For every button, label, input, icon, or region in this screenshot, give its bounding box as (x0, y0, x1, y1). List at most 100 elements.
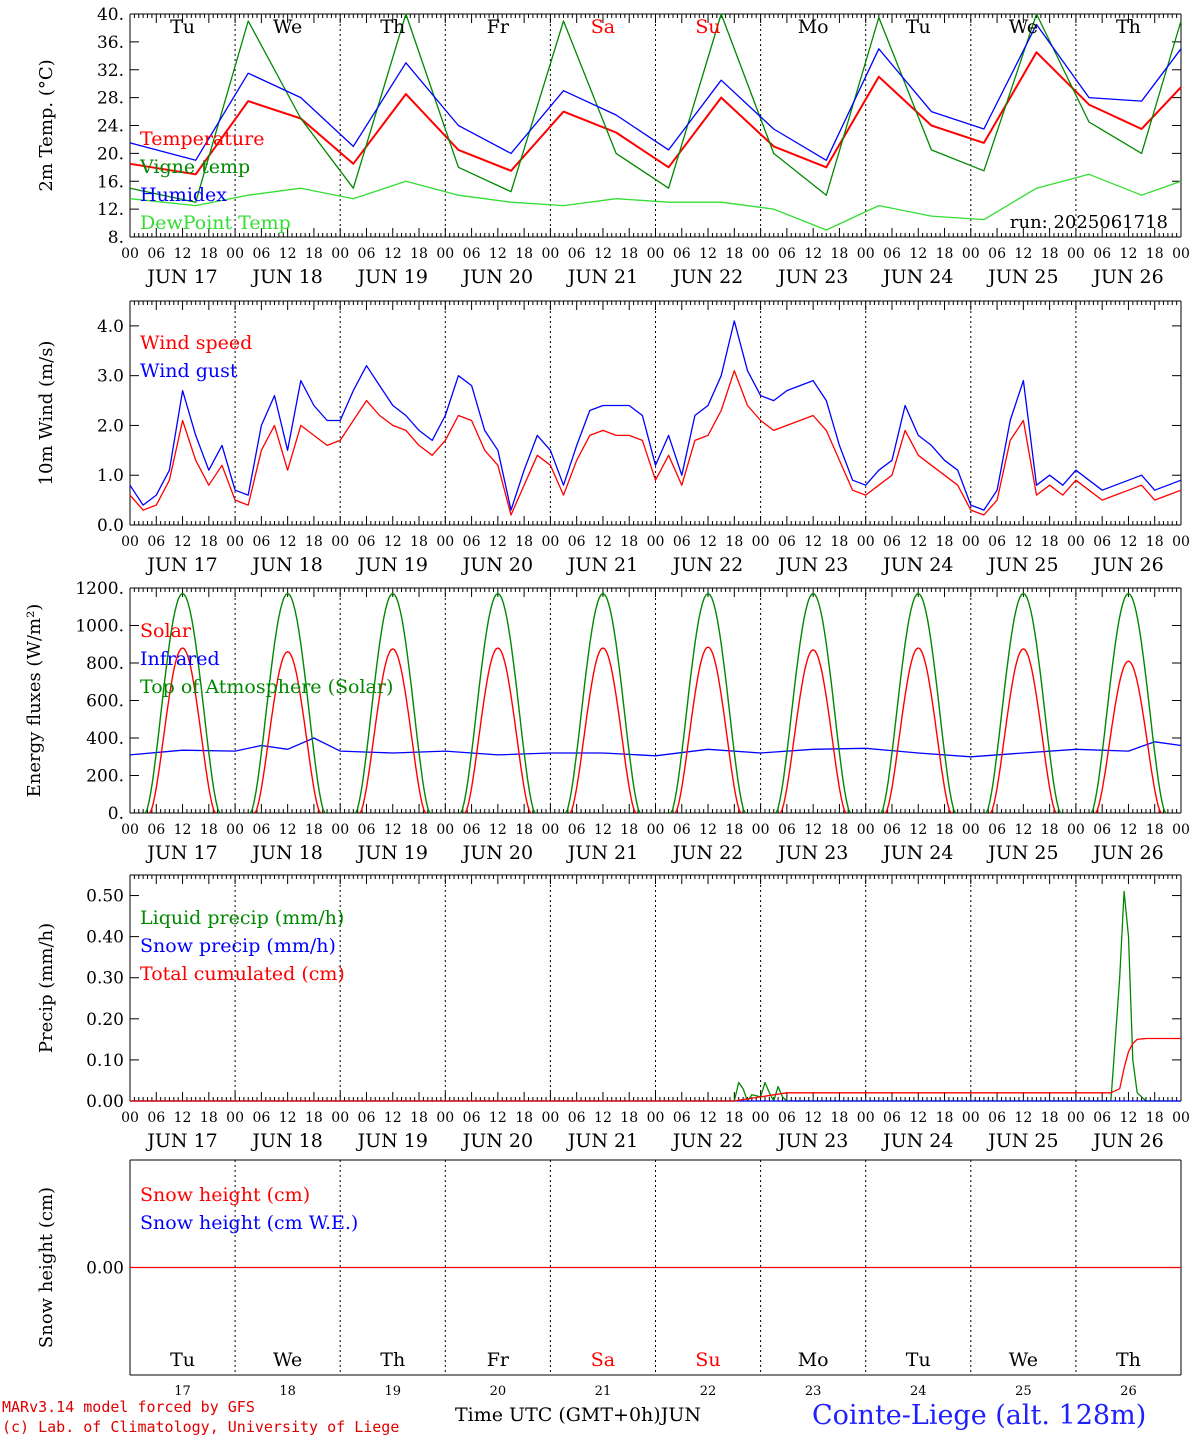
date-label: JUN 17 (145, 842, 217, 864)
hour-label: 00 (1172, 1110, 1190, 1126)
legend-label: Snow height (cm W.E.) (140, 1212, 358, 1234)
date-label: JUN 21 (566, 554, 638, 576)
day-label: Tu (906, 16, 931, 38)
hour-label: 06 (252, 534, 270, 550)
y-tick-label: 0.00 (86, 1092, 124, 1112)
toa-curve (459, 592, 536, 814)
day-number: 20 (490, 1384, 507, 1395)
y-tick-label: 2.0 (97, 416, 124, 436)
y-tick-label: 0. (108, 804, 124, 824)
hour-label: 12 (174, 534, 192, 550)
hour-label: 18 (515, 246, 533, 262)
legend-label: Snow precip (mm/h) (140, 935, 336, 957)
legend-label: Humidex (140, 184, 227, 206)
y-tick-label: 12. (97, 200, 124, 220)
date-label: JUN 18 (250, 266, 322, 288)
hour-label: 12 (909, 246, 927, 262)
meteogram: 8. 12. 16. 20. 24. 28. 32. 36. 40. 2m Temp. (°C) T… (24, 5, 1190, 1395)
run-annotation: run: 2025061718 (1010, 212, 1168, 233)
solar-curve (1095, 660, 1162, 814)
hour-label: 00 (857, 1110, 875, 1126)
hour-label: 06 (1093, 534, 1111, 550)
hour-label: 06 (147, 822, 165, 838)
hour-label: 06 (463, 246, 481, 262)
hour-label: 00 (121, 246, 139, 262)
day-label: Tu (906, 1349, 931, 1371)
hour-label: 06 (568, 822, 586, 838)
toa-curve (249, 592, 326, 814)
hour-label: 12 (909, 534, 927, 550)
hour-label: 06 (147, 246, 165, 262)
y-axis-label: 10m Wind (m/s) (36, 341, 57, 486)
hour-label: 06 (883, 534, 901, 550)
hour-label: 12 (489, 534, 507, 550)
series-liquid-precip-mm-h- (130, 890, 1181, 1102)
hour-label: 12 (1120, 1110, 1138, 1126)
hour-label: 18 (1146, 246, 1164, 262)
x-axis-month: JUN (660, 1404, 701, 1426)
date-label: JUN 19 (356, 266, 428, 288)
hour-label: 18 (410, 822, 428, 838)
hour-label: 00 (331, 534, 349, 550)
legend-label: Vigne temp (139, 156, 250, 178)
series-humidex (129, 23, 1182, 161)
day-label: Th (380, 16, 405, 38)
date-label: JUN 23 (776, 1130, 848, 1152)
hour-label: 12 (174, 1110, 192, 1126)
date-label: JUN 19 (356, 554, 428, 576)
hour-label: 18 (831, 246, 849, 262)
credits: MARv3.14 model forced by GFS (c) Lab. of… (2, 1397, 399, 1437)
hour-label: 18 (620, 246, 638, 262)
day-label: Th (1116, 1349, 1141, 1371)
hour-label: 18 (620, 534, 638, 550)
hour-label: 06 (988, 1110, 1006, 1126)
hour-label: 18 (515, 1110, 533, 1126)
date-label: JUN 21 (566, 842, 638, 864)
hour-label: 12 (489, 1110, 507, 1126)
day-number: 24 (910, 1384, 927, 1395)
hour-label: 06 (568, 246, 586, 262)
toa-curve (565, 592, 641, 814)
hour-label: 06 (988, 534, 1006, 550)
toa-curve (144, 592, 221, 814)
hour-label: 12 (699, 534, 717, 550)
hour-label: 06 (463, 1110, 481, 1126)
solar-curve (674, 646, 742, 814)
legend-label: Infrared (140, 648, 220, 670)
date-label: JUN 18 (250, 554, 322, 576)
date-label: JUN 25 (986, 1130, 1058, 1152)
hour-label: 00 (647, 1110, 665, 1126)
date-label: JUN 22 (671, 554, 743, 576)
hour-label: 00 (962, 534, 980, 550)
day-label: We (273, 1349, 302, 1371)
hour-label: 00 (752, 1110, 770, 1126)
hour-label: 00 (1172, 822, 1190, 838)
series-temperature (129, 51, 1182, 176)
y-tick-label: 1.0 (97, 466, 124, 486)
hour-label: 06 (673, 534, 691, 550)
x-axis-title: Time UTC (GMT+0h) (455, 1404, 661, 1426)
date-label: JUN 24 (881, 842, 953, 864)
day-label: We (273, 16, 302, 38)
date-label: JUN 24 (881, 1130, 953, 1152)
hour-label: 12 (699, 822, 717, 838)
date-label: JUN 22 (671, 266, 743, 288)
hour-label: 12 (279, 822, 297, 838)
y-tick-label: 800. (86, 654, 124, 674)
hour-label: 18 (725, 534, 743, 550)
y-axis-label: Snow height (cm) (36, 1187, 57, 1348)
day-number: 21 (595, 1384, 612, 1395)
credit-line-2: (c) Lab. of Climatology, University of L… (2, 1418, 400, 1436)
date-label: JUN 18 (250, 842, 322, 864)
hour-label: 06 (673, 1110, 691, 1126)
hour-label: 18 (305, 246, 323, 262)
hour-label: 18 (831, 1110, 849, 1126)
date-label: JUN 23 (776, 266, 848, 288)
y-tick-label: 24. (97, 117, 124, 137)
hour-label: 18 (725, 246, 743, 262)
day-number: 22 (700, 1384, 717, 1395)
series-wind-gust (129, 320, 1182, 511)
hour-label: 00 (226, 1110, 244, 1126)
hour-label: 12 (489, 246, 507, 262)
hour-label: 12 (384, 822, 402, 838)
